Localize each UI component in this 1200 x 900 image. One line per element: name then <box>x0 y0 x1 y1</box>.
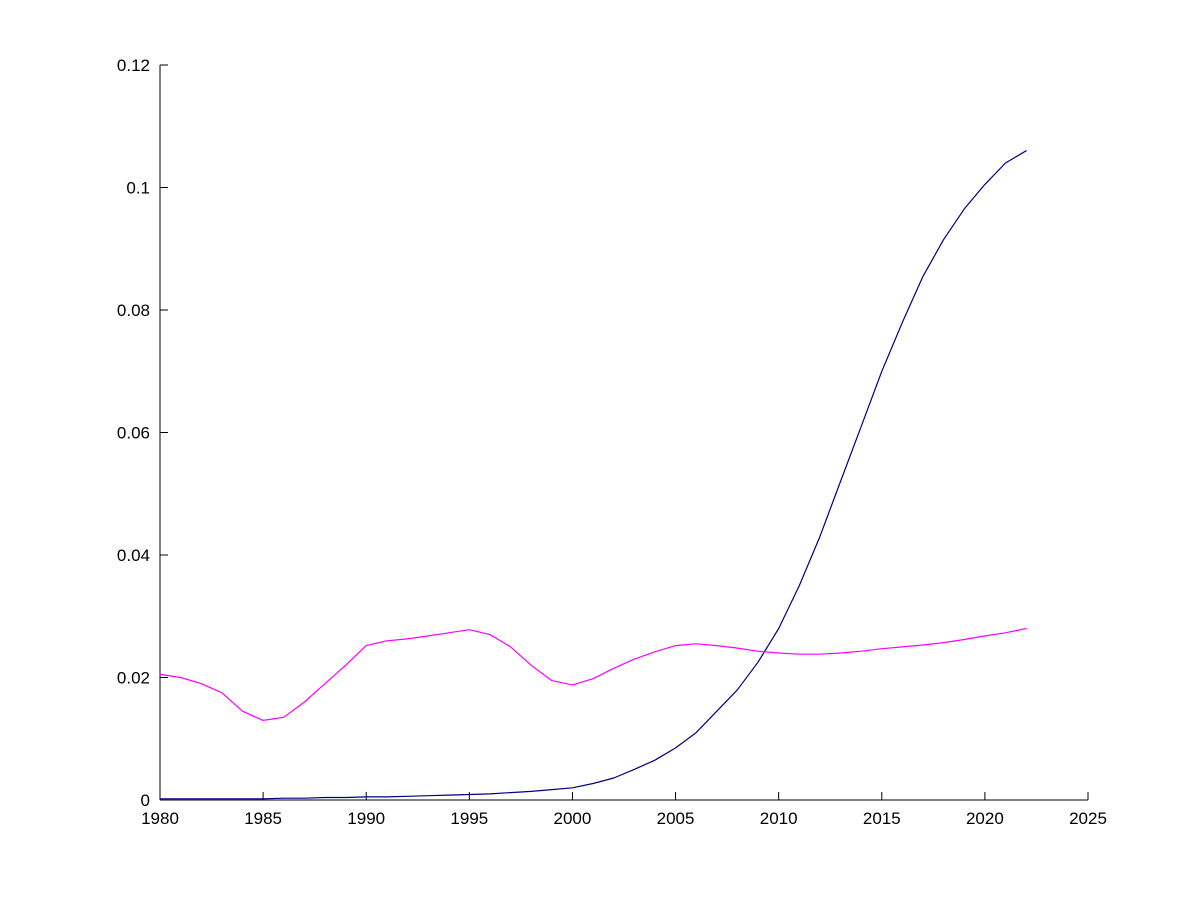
y-tick-label: 0 <box>141 791 150 810</box>
x-tick-label: 2005 <box>657 809 695 828</box>
x-tick-label: 2010 <box>760 809 798 828</box>
x-tick-label: 2015 <box>863 809 901 828</box>
blue-series-line <box>159 150 1027 800</box>
y-tick-label: 0.06 <box>117 424 150 443</box>
x-tick-label: 2000 <box>554 809 592 828</box>
x-tick-label: 2020 <box>966 809 1004 828</box>
x-tick-label: 1985 <box>244 809 282 828</box>
y-tick-label: 0.1 <box>126 179 150 198</box>
x-tick-label: 1995 <box>450 809 488 828</box>
x-tick-label: 1990 <box>347 809 385 828</box>
y-tick-label: 0.08 <box>117 301 150 320</box>
x-tick-label: 1980 <box>141 809 179 828</box>
y-tick-label: 0.04 <box>117 546 150 565</box>
x-tick-label: 2025 <box>1069 809 1107 828</box>
y-tick-label: 0.02 <box>117 669 150 688</box>
magenta-series-line <box>159 627 1027 722</box>
y-tick-label: 0.12 <box>117 56 150 75</box>
